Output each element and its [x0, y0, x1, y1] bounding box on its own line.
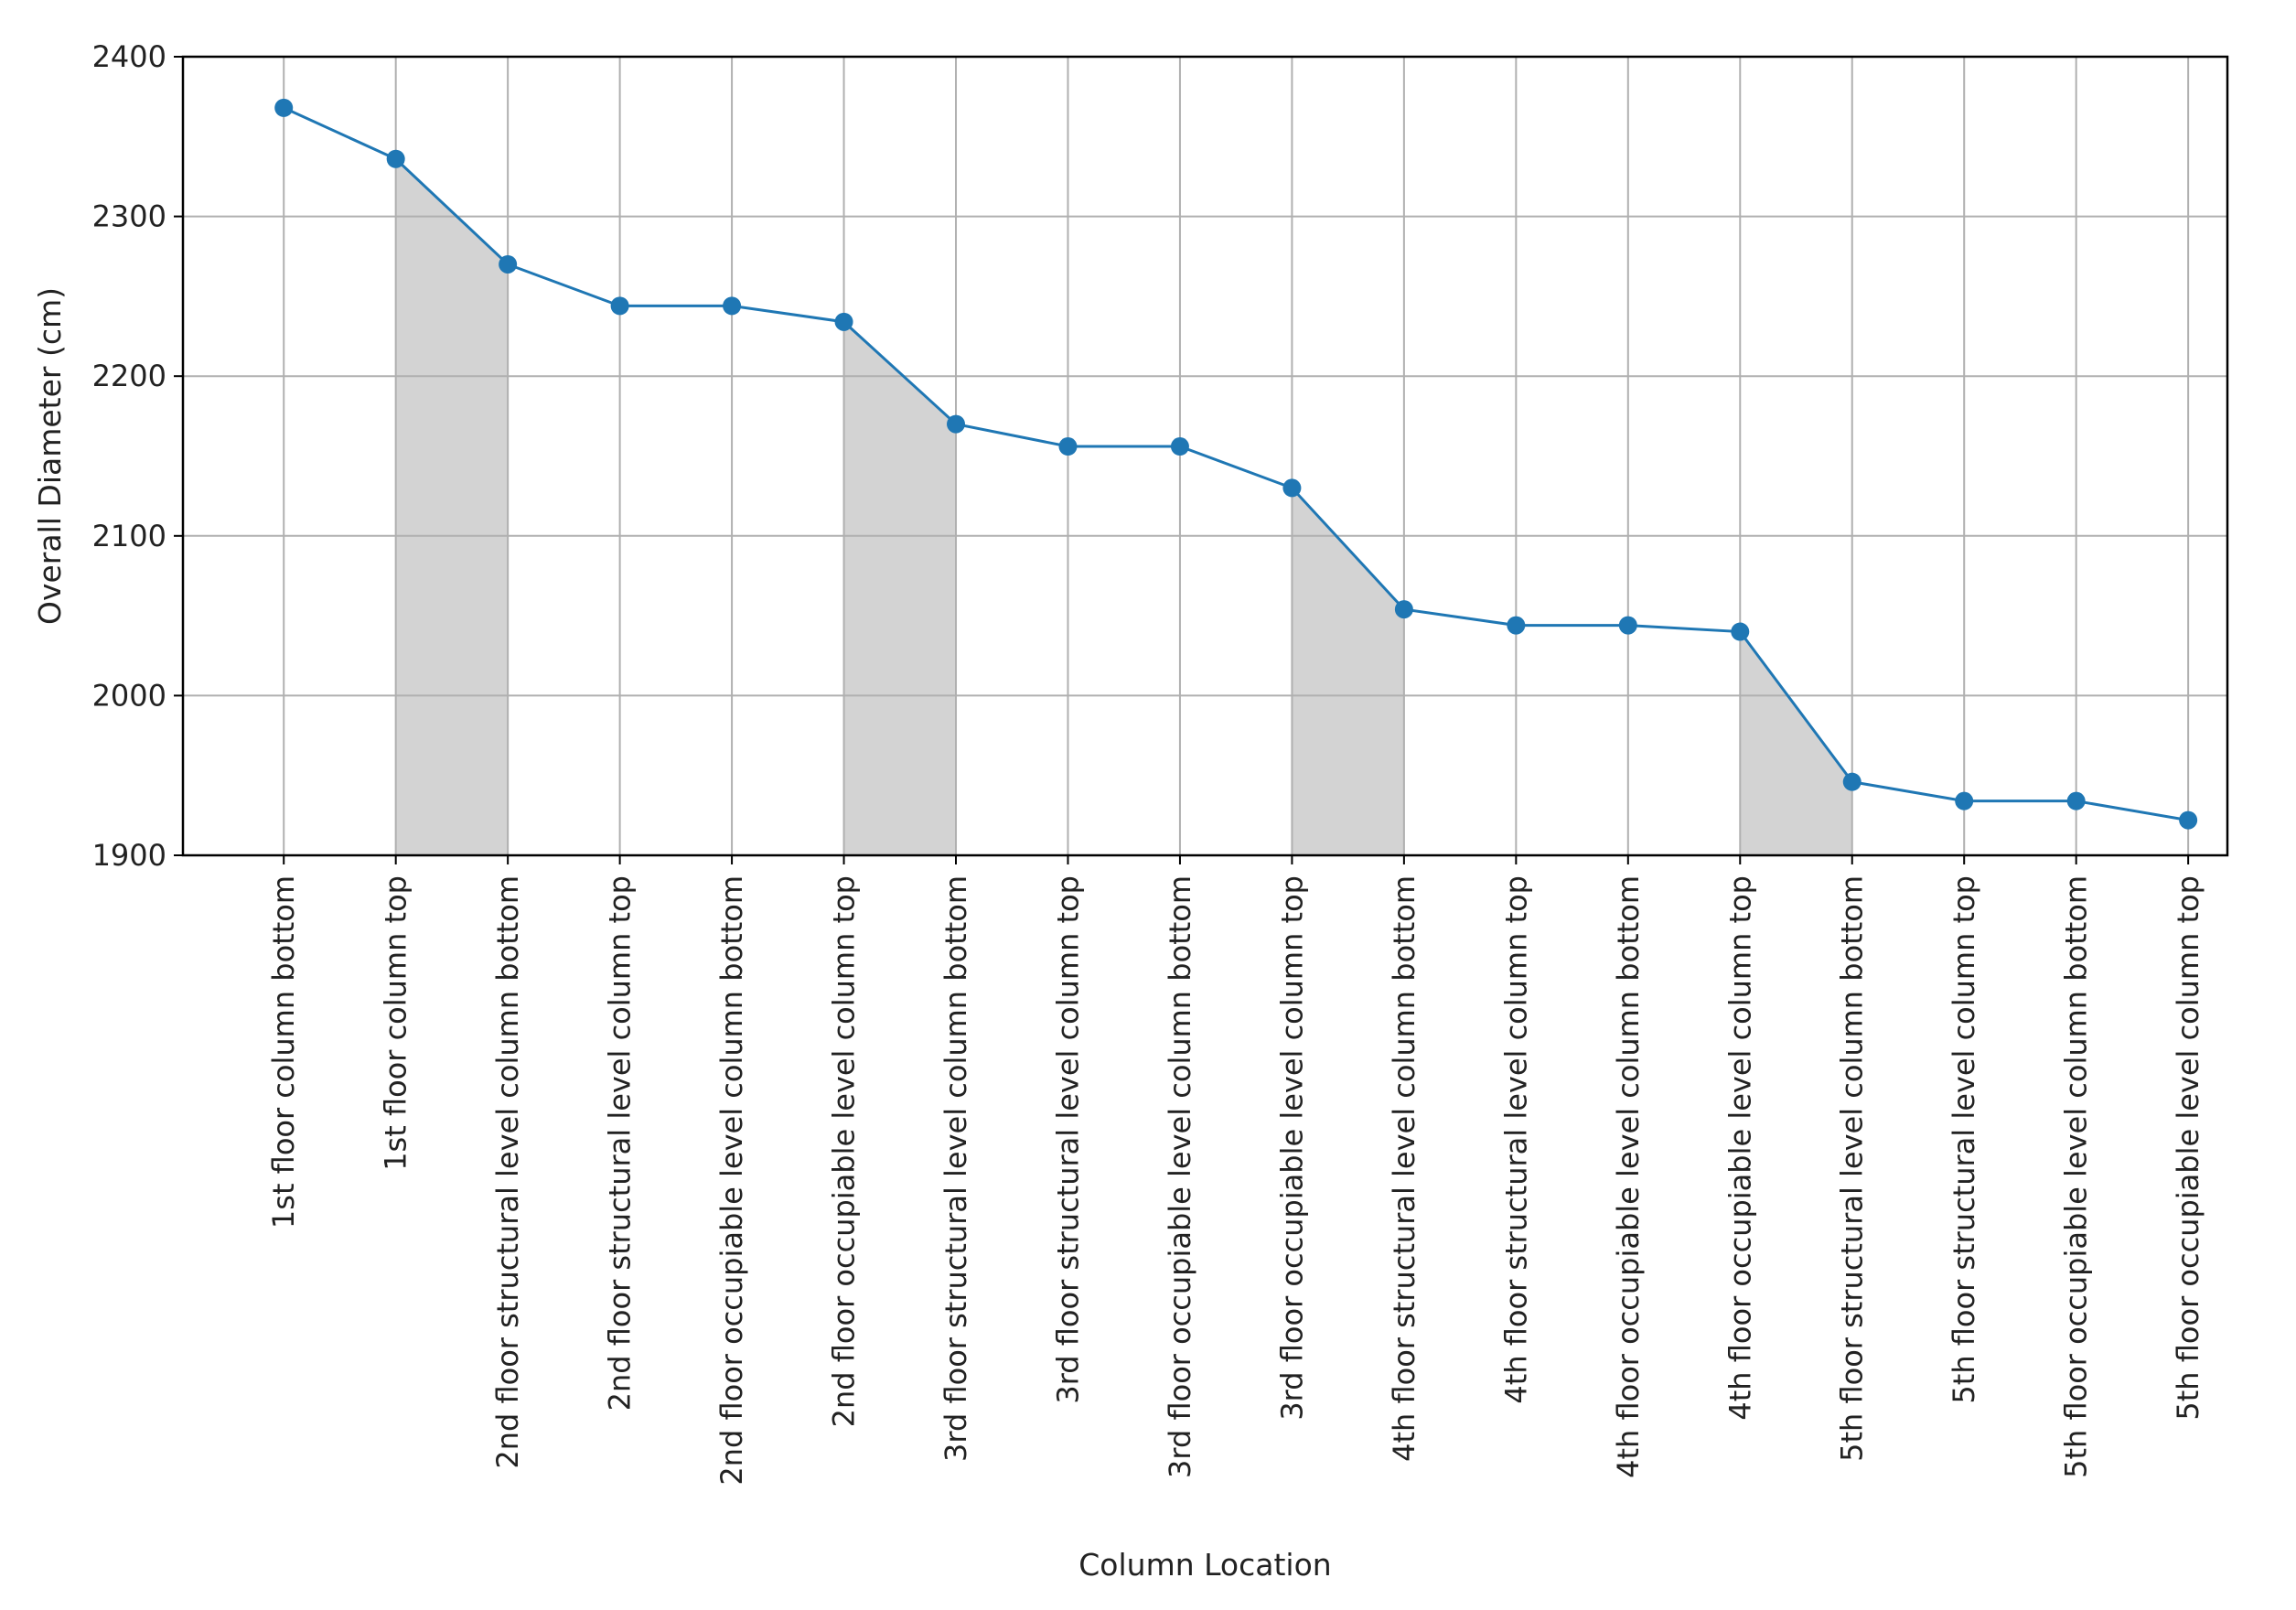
x-tick-label: 2nd floor occupiable level column top	[827, 875, 862, 1427]
shaded-region	[1739, 629, 1853, 856]
grid	[183, 56, 2227, 856]
x-tick-label: 5th floor structural level column bottom	[1835, 875, 1870, 1462]
data-point	[610, 296, 629, 316]
y-tick-label: 2300	[92, 199, 166, 234]
y-tick-label: 1900	[92, 838, 166, 873]
x-axis-title: Column Location	[1078, 1547, 1331, 1583]
x-tick-label: 5th floor occupiable level column top	[2171, 875, 2205, 1421]
shaded-region	[394, 157, 509, 856]
x-tick-label: 3rd floor structural level column top	[1050, 875, 1085, 1404]
data-point	[834, 312, 853, 331]
y-tick-label: 2400	[92, 39, 166, 74]
x-tick-label: 4th floor occupiable level column top	[1722, 875, 1757, 1421]
shaded-regions	[394, 157, 1853, 856]
x-tick-label: 4th floor structural level column bottom	[1387, 875, 1422, 1462]
x-tick-label: 1st floor column top	[379, 875, 413, 1171]
x-tick-label: 3rd floor occupiable level column bottom	[1163, 875, 1197, 1478]
data-point	[1507, 616, 1526, 635]
data-point	[2179, 810, 2198, 830]
data-series	[274, 98, 2198, 830]
data-point	[1170, 437, 1189, 456]
y-tick-label: 2100	[92, 519, 166, 553]
x-tick-label: 5th floor occupiable level column bottom	[2059, 875, 2094, 1478]
data-point	[1282, 478, 1302, 498]
data-point	[1955, 791, 1974, 810]
x-tick-label: 2nd floor occupiable level column bottom	[714, 875, 749, 1486]
data-point	[1842, 772, 1861, 791]
data-point	[947, 414, 966, 434]
y-tick-label: 2000	[92, 678, 166, 713]
x-tick-label: 3rd floor structural level column bottom	[939, 875, 973, 1462]
data-point	[1058, 437, 1078, 456]
series-line	[283, 106, 2189, 822]
x-tick-label: 3rd floor occupiable level column top	[1274, 875, 1309, 1421]
data-point	[2066, 791, 2086, 810]
shaded-region	[1291, 486, 1405, 856]
data-point	[723, 296, 742, 316]
data-point	[274, 98, 294, 117]
plot-frame	[181, 55, 2229, 857]
data-point	[386, 149, 405, 168]
x-tick-label: 1st floor column bottom	[266, 875, 301, 1229]
x-axis: 1st floor column bottom 1st floor column …	[266, 855, 2205, 1486]
y-tick-label: 2200	[92, 359, 166, 393]
data-point	[1731, 622, 1750, 641]
x-tick-label: 4th floor occupiable level column bottom	[1611, 875, 1646, 1478]
x-tick-label: 2nd floor structural level column bottom	[490, 875, 525, 1469]
x-tick-label: 2nd floor structural level column top	[603, 875, 638, 1411]
x-tick-label: 5th floor structural level column top	[1947, 875, 1981, 1404]
shaded-region	[842, 320, 957, 856]
data-point	[1618, 616, 1637, 635]
y-axis: 1900 2000 2100 2200 2300 2400	[92, 39, 183, 873]
x-tick-label: 4th floor structural level column top	[1498, 875, 1533, 1404]
y-axis-title: Overall Diameter (cm)	[32, 287, 68, 625]
data-point	[1394, 600, 1413, 619]
data-point	[499, 254, 518, 274]
